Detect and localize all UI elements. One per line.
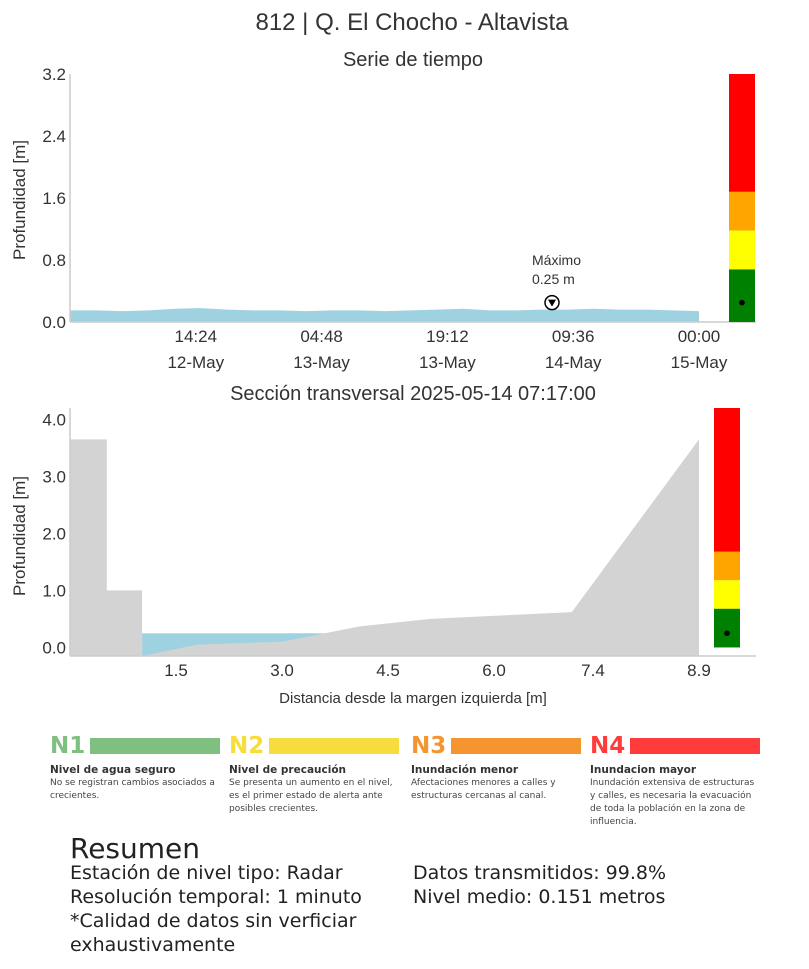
cs-y-tick-label: 3.0	[42, 467, 66, 486]
water-depth-series	[70, 308, 699, 322]
cs-x-tick-label: 6.0	[482, 661, 506, 680]
summary-mean-level: Nivel medio: 0.151 metros	[413, 886, 666, 908]
legend-code: N1	[50, 733, 86, 759]
legend-code: N2	[229, 733, 265, 759]
summary-title: Resumen	[70, 832, 201, 865]
summary-transmitted: Datos transmitidos: 99.8%	[413, 862, 667, 884]
page-title: 812 | Q. El Chocho - Altavista	[255, 9, 569, 36]
time-series-chart: Serie de tiempo Profundidad [m] 0.0 0.8 1.…	[10, 49, 756, 372]
legend-n1: N1 Nivel de agua seguro No se registran …	[50, 728, 220, 803]
ts-ylabel: Profundidad [m]	[10, 140, 29, 260]
legend-title: Inundacion mayor	[590, 764, 697, 776]
channel-profile	[70, 439, 699, 656]
ts-x-tick-time: 14:24	[175, 327, 218, 346]
legend-title: Nivel de precaución	[229, 764, 347, 776]
summary-quality-2: exhaustivamente	[70, 934, 236, 956]
legend-swatch	[451, 738, 581, 754]
summary-station-type: Estación de nivel tipo: Radar	[70, 862, 343, 884]
ts-level-current-dot	[739, 299, 745, 306]
max-label: Máximo	[532, 252, 581, 268]
ts-x-tick-date: 12-May	[167, 353, 224, 372]
ts-y-tick-label: 3.2	[42, 65, 66, 84]
cross-section-chart: Sección transversal 2025-05-14 07:17:00 …	[10, 383, 756, 707]
cs-x-tick-label: 1.5	[164, 661, 188, 680]
cs-level-segment-4	[714, 408, 740, 552]
max-marker-icon	[544, 294, 560, 311]
summary-quality-1: *Calidad de datos sin verficiar	[70, 910, 357, 932]
ts-x-tick-time: 09:36	[552, 327, 595, 346]
cs-level-segment-3	[714, 551, 740, 581]
legend-swatch	[630, 738, 760, 754]
ts-level-bar	[729, 74, 755, 322]
ts-title: Serie de tiempo	[343, 49, 483, 71]
cs-y-tick-label: 1.0	[42, 581, 66, 600]
legend-desc: Afectaciones menores a calles y estructu…	[411, 778, 556, 801]
ts-x-tick-time: 00:00	[678, 327, 721, 346]
legend-code: N3	[411, 733, 447, 759]
cs-level-bar	[714, 408, 740, 648]
ts-x-tick-time: 04:48	[300, 327, 343, 346]
ts-level-segment-1	[729, 269, 755, 322]
legend-swatch	[269, 738, 399, 754]
ts-y-tick-label: 0.8	[42, 251, 66, 270]
cs-x-tick-label: 8.9	[687, 661, 711, 680]
ts-y-tick-label: 0.0	[42, 313, 66, 332]
cs-ylabel: Profundidad [m]	[10, 476, 29, 596]
max-marker-triangle	[548, 299, 556, 307]
legend-code: N4	[590, 733, 626, 759]
legend-n2: N2 Nivel de precaución Se presenta un au…	[229, 728, 399, 816]
ts-x-tick-date: 15-May	[671, 353, 728, 372]
cs-x-tick-label: 4.5	[376, 661, 400, 680]
cs-title: Sección transversal 2025-05-14 07:17:00	[230, 383, 596, 405]
legend-desc: Se presenta un aumento en el nivel, es e…	[229, 778, 393, 814]
legend-swatch	[90, 738, 220, 754]
ts-y-tick-label: 1.6	[42, 189, 66, 208]
ts-x-tick-date: 13-May	[419, 353, 476, 372]
cs-y-tick-label: 2.0	[42, 524, 66, 543]
ts-x-tick-time: 19:12	[426, 327, 469, 346]
ts-x-tick-date: 14-May	[545, 353, 602, 372]
cs-level-segment-1	[714, 608, 740, 648]
summary-resolution: Resolución temporal: 1 minuto	[70, 886, 362, 908]
legend-desc: No se registran cambios asociados a crec…	[50, 778, 215, 801]
legend-desc: Inundación extensiva de estructuras y ca…	[590, 778, 755, 827]
ts-level-segment-4	[729, 74, 755, 192]
max-value: 0.25 m	[532, 271, 575, 287]
legend-title: Nivel de agua seguro	[50, 764, 176, 776]
legend-n4: N4 Inundacion mayor Inundación extensiva…	[590, 728, 760, 829]
cs-level-segment-2	[714, 580, 740, 609]
cs-y-tick-label: 0.0	[42, 638, 66, 657]
ts-x-tick-date: 13-May	[293, 353, 350, 372]
cs-xlabel: Distancia desde la margen izquierda [m]	[279, 690, 547, 707]
legend-n3: N3 Inundación menor Afectaciones menores…	[411, 728, 581, 803]
legend-title: Inundación menor	[411, 764, 519, 776]
cs-x-tick-label: 7.4	[581, 661, 605, 680]
cs-y-tick-label: 4.0	[42, 410, 66, 429]
ts-y-tick-label: 2.4	[42, 127, 66, 146]
charts-canvas: 812 | Q. El Chocho - Altavista Serie de …	[10, 9, 756, 707]
cs-x-tick-label: 3.0	[270, 661, 294, 680]
ts-level-segment-2	[729, 230, 755, 270]
ts-level-segment-3	[729, 191, 755, 231]
cs-level-current-dot	[724, 630, 730, 636]
